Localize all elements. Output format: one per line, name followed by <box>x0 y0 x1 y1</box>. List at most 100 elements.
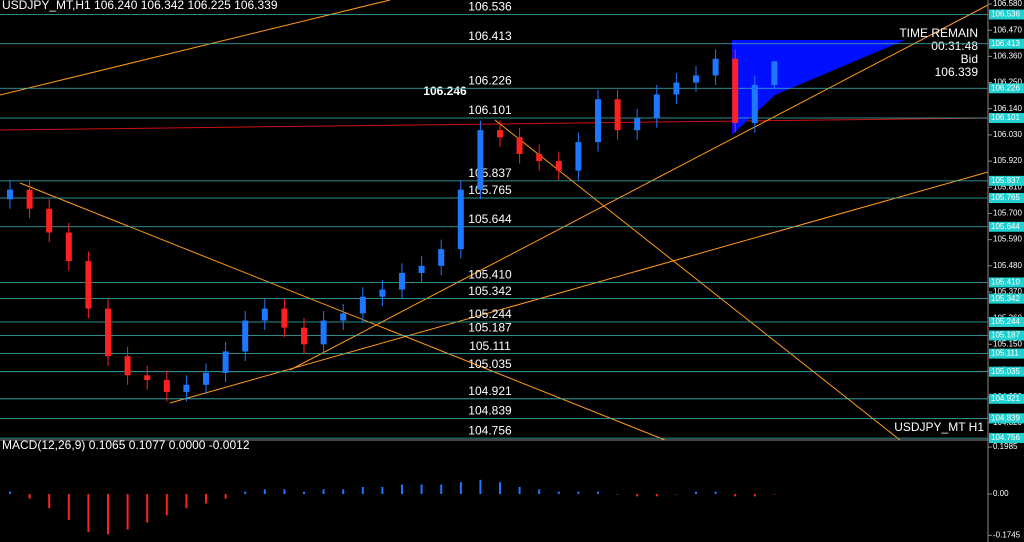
candle-body <box>26 189 33 209</box>
candle-body <box>183 384 190 392</box>
macd-bar <box>479 479 482 495</box>
level-axis-label: 105.765 <box>991 193 1020 202</box>
level-axis-label: 104.839 <box>991 413 1020 422</box>
macd-bar <box>361 486 364 495</box>
bid-label: Bid <box>961 52 978 66</box>
level-label: 106.101 <box>468 103 512 117</box>
level-box <box>989 221 1024 232</box>
level-axis-label: 106.413 <box>991 39 1020 48</box>
macd-bar <box>342 489 345 495</box>
macd-bar <box>322 489 325 495</box>
y-tick-label: 105.920 <box>993 156 1022 165</box>
trend-line <box>494 119 901 441</box>
macd-bar <box>420 484 423 495</box>
macd-bar <box>714 491 717 495</box>
level-box <box>989 113 1024 124</box>
macd-bar <box>185 494 188 509</box>
macd-bar <box>499 482 501 495</box>
macd-bar <box>695 491 697 495</box>
macd-bar <box>557 491 560 495</box>
y-tick-label: 106.580 <box>993 0 1022 8</box>
candle-body <box>7 189 13 200</box>
candle-body <box>340 313 347 321</box>
macd-bar <box>616 494 619 495</box>
candle-body <box>673 82 680 95</box>
level-axis-label: 105.342 <box>991 294 1020 303</box>
level-axis-label: 105.035 <box>991 367 1020 376</box>
macd-bar <box>48 494 51 509</box>
level-axis-label: 105.837 <box>991 176 1020 185</box>
level-label: 105.837 <box>468 166 512 180</box>
candle-body <box>536 153 543 162</box>
level-label: 106.413 <box>468 29 512 43</box>
bid-value: 106.339 <box>935 65 979 79</box>
level-label: 104.921 <box>468 384 512 398</box>
macd-bar <box>263 489 266 495</box>
candle-body <box>124 356 131 376</box>
level-label: 105.035 <box>468 357 512 371</box>
candle-body <box>751 84 758 124</box>
macd-bar <box>28 494 31 499</box>
level-axis-label: 105.187 <box>991 331 1020 340</box>
macd-bar <box>9 491 11 495</box>
candle-body <box>457 189 464 250</box>
y-tick-label: 106.030 <box>993 130 1022 139</box>
macd-bar <box>126 494 129 530</box>
level-axis-label: 106.101 <box>991 113 1020 122</box>
candle-body <box>732 58 739 124</box>
candle-body <box>261 308 268 321</box>
candle-body <box>203 372 209 385</box>
candle-body <box>771 61 778 85</box>
trend-line <box>289 4 989 371</box>
y-tick-label: 105.480 <box>993 261 1022 270</box>
macd-bar <box>146 494 149 523</box>
candle-body <box>222 351 229 373</box>
candle-body <box>359 296 366 314</box>
level-box <box>989 413 1024 424</box>
macd-bar <box>283 489 286 495</box>
macd-bar <box>577 491 580 495</box>
y-tick-label: 106.140 <box>993 104 1022 113</box>
level-label: 105.342 <box>468 284 512 298</box>
trend-line <box>0 0 391 96</box>
level-box <box>989 330 1024 341</box>
level-box <box>989 433 1024 444</box>
high-marker: 106.246 <box>423 84 467 98</box>
candle-body <box>614 99 621 131</box>
candle-body <box>418 265 425 273</box>
macd-bar <box>518 486 521 495</box>
macd-bar <box>381 486 384 495</box>
candle-body <box>575 142 582 171</box>
macd-bar <box>205 494 207 504</box>
y-tick-label: 106.360 <box>993 52 1022 61</box>
candle-body <box>105 308 111 357</box>
candle-body <box>46 208 53 233</box>
candle-body <box>712 58 719 76</box>
header: USDJPY_MT,H1 106.240 106.342 106.225 106… <box>2 0 278 12</box>
trend-line <box>19 182 666 441</box>
candle-body <box>85 261 92 309</box>
level-box <box>989 175 1024 186</box>
candle-body <box>379 289 386 297</box>
level-label: 105.111 <box>469 339 511 353</box>
level-label: 105.765 <box>468 183 512 197</box>
candle-body <box>516 137 523 154</box>
macd-bar <box>675 494 678 495</box>
level-box <box>989 366 1024 377</box>
level-box <box>989 38 1024 49</box>
level-label: 105.244 <box>468 307 512 321</box>
level-label: 105.187 <box>468 321 512 335</box>
level-box <box>989 192 1024 203</box>
y-tick-label: 105.700 <box>993 209 1022 218</box>
y-tick-label: 105.150 <box>993 339 1022 348</box>
level-label: 104.839 <box>468 404 512 418</box>
level-box <box>989 9 1024 20</box>
macd-bar <box>734 494 737 497</box>
y-tick-label: 105.370 <box>993 287 1022 296</box>
macd-bar <box>753 494 756 497</box>
candle-body <box>477 130 484 190</box>
macd-bar <box>224 494 227 499</box>
y-tick-label: 106.250 <box>993 78 1022 87</box>
